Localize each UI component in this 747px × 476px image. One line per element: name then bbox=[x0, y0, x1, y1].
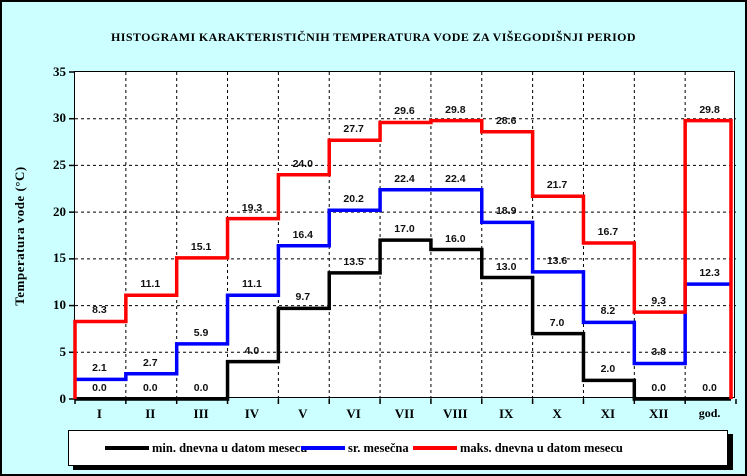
value-label: 22.4 bbox=[394, 172, 415, 185]
x-tick-label: III bbox=[193, 406, 209, 421]
plot-area bbox=[69, 71, 737, 404]
value-label: 29.8 bbox=[445, 103, 466, 116]
legend-line-sample bbox=[413, 446, 457, 450]
value-label: 17.0 bbox=[394, 223, 415, 236]
value-label: 18.9 bbox=[495, 205, 517, 218]
x-tick-label: IX bbox=[498, 406, 514, 421]
value-label: 9.7 bbox=[295, 291, 311, 304]
y-tick-label: 15 bbox=[53, 250, 66, 266]
value-label: 2.1 bbox=[92, 362, 107, 375]
value-label: 27.7 bbox=[343, 123, 364, 136]
value-label: 5.9 bbox=[193, 326, 209, 339]
legend-item: maks. dnevna u datom mesecu bbox=[413, 431, 623, 465]
x-tick-label: IV bbox=[244, 406, 260, 421]
chart-svg bbox=[69, 71, 737, 404]
y-tick-label: 0 bbox=[59, 390, 67, 406]
max-series-line bbox=[73, 118, 733, 399]
value-label: 11.1 bbox=[140, 278, 161, 291]
x-tick-label: XI bbox=[600, 406, 616, 421]
y-tick-label: 25 bbox=[53, 156, 66, 172]
value-label: 7.0 bbox=[549, 316, 565, 329]
value-label: 8.3 bbox=[92, 304, 107, 317]
y-tick-label: 35 bbox=[53, 63, 66, 79]
avg-series-line bbox=[75, 187, 731, 382]
value-label: 28.6 bbox=[495, 114, 517, 127]
y-tick-label: 30 bbox=[53, 110, 66, 126]
value-label: 12.3 bbox=[699, 267, 720, 280]
x-tick-label: II bbox=[145, 406, 156, 421]
value-label: 0.0 bbox=[193, 382, 209, 394]
value-label: 0.0 bbox=[92, 382, 107, 394]
chart-title: HISTOGRAMI KARAKTERISTIČNIH TEMPERATURA … bbox=[111, 30, 636, 44]
value-label: 2.0 bbox=[600, 363, 616, 376]
legend: min. dnevna u datom mesecu sr. mesečna mak… bbox=[68, 430, 728, 466]
x-tick-label: V bbox=[298, 406, 308, 421]
x-tick-label: X bbox=[552, 406, 562, 421]
value-label: 0.0 bbox=[142, 382, 158, 394]
value-label: 20.2 bbox=[343, 193, 364, 206]
x-tick-label: I bbox=[96, 406, 102, 421]
x-tick-label: XII bbox=[648, 406, 669, 421]
legend-label: maks. dnevna u datom mesecu bbox=[460, 440, 623, 455]
value-label: 13.0 bbox=[495, 260, 517, 273]
legend-label: min. dnevna u datom mesecu bbox=[152, 440, 308, 455]
y-tick-label: 20 bbox=[53, 203, 66, 219]
value-label: 4.0 bbox=[244, 344, 260, 357]
legend-item: min. dnevna u datom mesecu bbox=[105, 431, 307, 465]
legend-line-sample bbox=[301, 446, 345, 450]
x-tick-label: VI bbox=[346, 406, 361, 421]
x-tick-label: VIII bbox=[443, 406, 468, 421]
value-label: 0.0 bbox=[651, 382, 667, 394]
value-label: 11.1 bbox=[242, 278, 262, 291]
value-label: 22.4 bbox=[445, 172, 466, 185]
value-label: 8.2 bbox=[600, 305, 616, 318]
value-label: 15.1 bbox=[190, 240, 212, 253]
x-tick-label: god. bbox=[698, 406, 721, 420]
value-label: 29.6 bbox=[394, 105, 415, 118]
value-label: 19.3 bbox=[241, 201, 263, 214]
x-tick-label: VII bbox=[394, 406, 415, 421]
legend-label: sr. mesečna bbox=[348, 440, 409, 455]
value-label: 3.8 bbox=[651, 346, 667, 359]
legend-item: sr. mesečna bbox=[301, 431, 409, 465]
value-label: 24.0 bbox=[292, 157, 314, 170]
min-series-line bbox=[75, 238, 731, 401]
value-label: 13.5 bbox=[343, 255, 364, 268]
value-label: 16.4 bbox=[292, 228, 314, 241]
value-label: 16.0 bbox=[445, 232, 466, 245]
y-axis-title: Temperatura vode (°C) bbox=[12, 166, 27, 306]
value-label: 16.7 bbox=[597, 225, 619, 238]
value-label: 0.0 bbox=[702, 382, 717, 394]
legend-line-sample bbox=[105, 446, 149, 450]
value-label: 9.3 bbox=[651, 295, 667, 308]
value-label: 13.6 bbox=[546, 254, 568, 267]
value-label: 21.7 bbox=[546, 179, 568, 192]
y-tick-label: 10 bbox=[53, 297, 66, 313]
value-label: 2.7 bbox=[142, 356, 158, 369]
y-tick-label: 5 bbox=[59, 343, 67, 359]
value-label: 29.8 bbox=[699, 103, 720, 116]
